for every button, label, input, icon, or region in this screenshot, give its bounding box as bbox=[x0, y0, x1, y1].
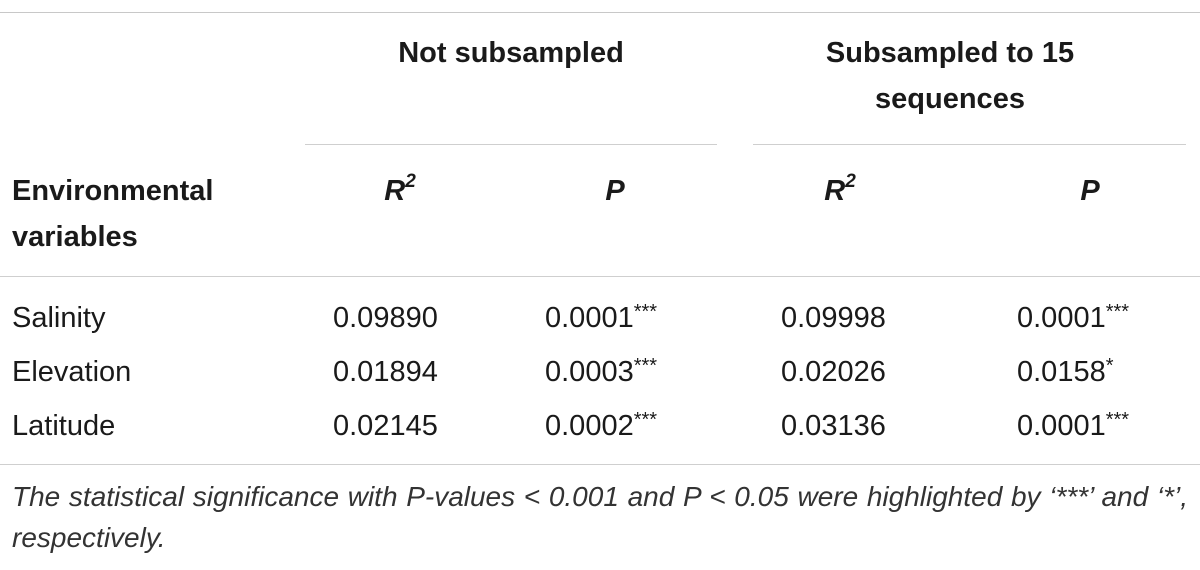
group-rule-not-subsampled bbox=[305, 144, 717, 145]
table-cell: 0.02145 bbox=[333, 410, 438, 442]
row-header-label: Environmental variables bbox=[12, 175, 214, 253]
table-cell: 0.03136 bbox=[781, 410, 886, 442]
table-cell: 0.0158* bbox=[1017, 355, 1114, 388]
table-cell: 0.0001*** bbox=[1017, 301, 1130, 334]
table-top-rule bbox=[0, 12, 1200, 13]
table-cell: 0.09998 bbox=[781, 302, 886, 334]
subheader-r2-subsampled: R2 bbox=[824, 171, 856, 207]
table-row-label: Latitude bbox=[12, 410, 116, 442]
table-cell: 0.0002*** bbox=[545, 409, 658, 442]
table-row-label: Salinity bbox=[12, 302, 106, 334]
table-cell: 0.02026 bbox=[781, 356, 886, 388]
table-row-label: Elevation bbox=[12, 356, 132, 388]
subheader-r2-not-subsampled: R2 bbox=[384, 171, 416, 207]
group-header-not-subsampled: Not subsampled bbox=[398, 37, 624, 69]
table-cell: 0.09890 bbox=[333, 302, 438, 334]
table-cell: 0.0001*** bbox=[545, 301, 658, 334]
subheader-p-subsampled: P bbox=[1080, 175, 1100, 207]
group-rule-subsampled bbox=[753, 144, 1186, 145]
header-bottom-rule bbox=[0, 276, 1200, 277]
table-cell: 0.0003*** bbox=[545, 355, 658, 388]
subheader-p-not-subsampled: P bbox=[605, 175, 625, 207]
table-bottom-rule bbox=[0, 464, 1200, 465]
table-cell: 0.01894 bbox=[333, 356, 438, 388]
group-header-subsampled: Subsampled to 15 sequences bbox=[825, 37, 1075, 115]
table-cell: 0.0001*** bbox=[1017, 409, 1130, 442]
table-footnote: The statistical significance with P-valu… bbox=[12, 481, 1188, 553]
